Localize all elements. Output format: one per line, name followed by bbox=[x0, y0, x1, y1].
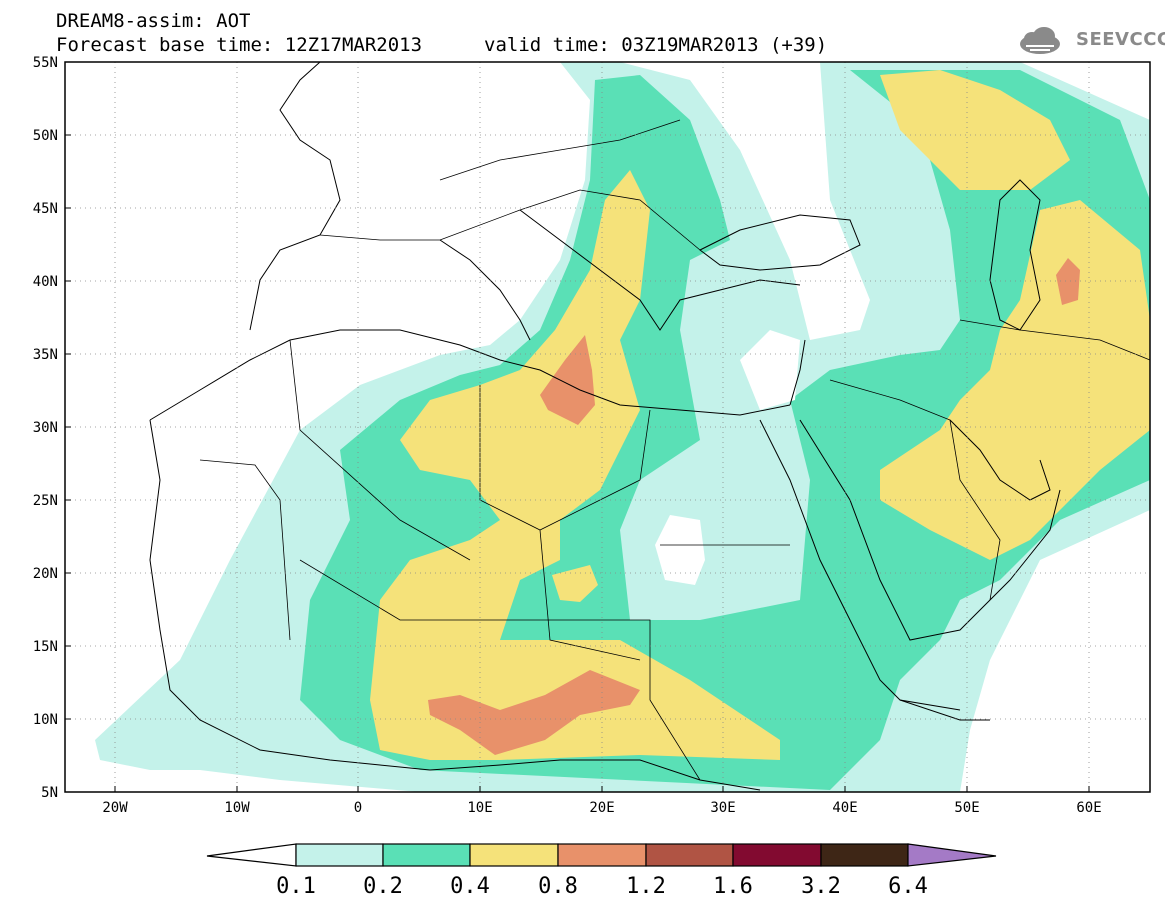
lon-label: 60E bbox=[1076, 800, 1101, 816]
coast-persian-gulf bbox=[949, 419, 1051, 501]
coast-arabia bbox=[799, 419, 1061, 641]
colorbar-label: 1.2 bbox=[626, 874, 666, 899]
lon-label: 10E bbox=[467, 800, 492, 816]
colorbar-segment bbox=[382, 843, 471, 867]
cloud-icon bbox=[1020, 27, 1060, 54]
colorbar-segment bbox=[645, 843, 734, 867]
border-saudi bbox=[829, 379, 1001, 601]
lon-label: 50E bbox=[954, 800, 979, 816]
tick-marks bbox=[65, 61, 1090, 792]
coast-europe-atlantic bbox=[249, 62, 341, 331]
border-chad bbox=[539, 529, 641, 661]
seevccc-logo bbox=[1020, 27, 1060, 54]
aot-band-0.8-caspian bbox=[1056, 258, 1080, 305]
colorbar-segment bbox=[820, 843, 909, 867]
lat-label: 40N bbox=[33, 274, 58, 290]
aot-band-0.4-northeast bbox=[880, 70, 1070, 190]
map-title: DREAM8-assim: AOT bbox=[56, 10, 251, 32]
lat-label: 50N bbox=[33, 128, 58, 144]
aot-band-0.4 bbox=[370, 170, 780, 760]
colorbar-label: 3.2 bbox=[801, 874, 841, 899]
border-central-europe bbox=[439, 119, 681, 181]
aot-low-hole-egypt bbox=[655, 515, 705, 585]
colorbar-segment bbox=[732, 843, 822, 867]
lat-label: 10N bbox=[33, 712, 58, 728]
lat-label: 45N bbox=[33, 201, 58, 217]
colorbar-segment bbox=[557, 843, 647, 867]
coast-italy bbox=[439, 239, 531, 341]
coast-horn-africa bbox=[899, 699, 990, 721]
lon-label: 20W bbox=[102, 800, 128, 816]
coast-west-africa bbox=[149, 419, 431, 771]
colorbar-label: 0.4 bbox=[450, 874, 490, 899]
colorbar-segment bbox=[295, 843, 384, 867]
gridlines bbox=[65, 62, 1150, 792]
lat-labels: 55N 50N 45N 40N 35N 30N 25N 20N 15N 10N … bbox=[33, 55, 58, 801]
aot-band-0.2 bbox=[300, 70, 1150, 790]
logo-text: SEEVCCC bbox=[1076, 29, 1165, 50]
forecast-base-time: Forecast base time: 12Z17MAR2013 bbox=[56, 34, 423, 56]
lon-labels: 20W 10W 0 10E 20E 30E 40E 50E 60E bbox=[102, 800, 1101, 816]
lat-label: 20N bbox=[33, 566, 58, 582]
lon-label: 30E bbox=[710, 800, 735, 816]
coast-black-sea bbox=[699, 214, 861, 271]
border-mauritania bbox=[199, 459, 291, 641]
colorbar: 0.1 0.2 0.4 0.8 1.2 1.6 3.2 6.4 bbox=[206, 843, 997, 899]
valid-time: valid time: 03Z19MAR2013 (+39) bbox=[484, 34, 828, 56]
colorbar-over-arrow bbox=[907, 843, 997, 867]
border-algeria bbox=[289, 339, 471, 561]
lat-label: 30N bbox=[33, 420, 58, 436]
border-europe bbox=[319, 189, 701, 251]
aot-band-0.8-sahel bbox=[428, 670, 640, 755]
lon-label: 10W bbox=[224, 800, 250, 816]
lat-label: 5N bbox=[41, 785, 58, 801]
colorbar-label: 6.4 bbox=[888, 874, 928, 899]
aot-band-0.8-libya bbox=[540, 335, 595, 425]
colorbar-label: 0.8 bbox=[538, 874, 578, 899]
border-iran bbox=[959, 319, 1150, 361]
lat-label: 25N bbox=[33, 493, 58, 509]
coast-gulf-guinea bbox=[429, 759, 761, 791]
aot-band-0.4-blob bbox=[552, 565, 598, 602]
aot-band-0.4-east bbox=[880, 200, 1150, 560]
lon-label: 40E bbox=[832, 800, 857, 816]
colorbar-under-arrow bbox=[206, 843, 297, 867]
colorbar-label: 0.1 bbox=[276, 874, 316, 899]
coast-caspian bbox=[989, 179, 1041, 331]
coast-balkans bbox=[519, 209, 801, 331]
lat-label: 35N bbox=[33, 347, 58, 363]
borders bbox=[199, 119, 1150, 781]
aot-field bbox=[95, 62, 1150, 792]
coast-levant bbox=[789, 339, 806, 406]
colorbar-segment bbox=[469, 843, 559, 867]
lon-label: 0 bbox=[354, 800, 362, 816]
lon-label: 20E bbox=[589, 800, 614, 816]
colorbar-label: 0.2 bbox=[363, 874, 403, 899]
aot-low-hole-med bbox=[740, 330, 800, 410]
lat-label: 15N bbox=[33, 639, 58, 655]
border-sahel bbox=[299, 559, 701, 781]
lat-label: 55N bbox=[33, 55, 58, 71]
colorbar-label: 1.6 bbox=[713, 874, 753, 899]
